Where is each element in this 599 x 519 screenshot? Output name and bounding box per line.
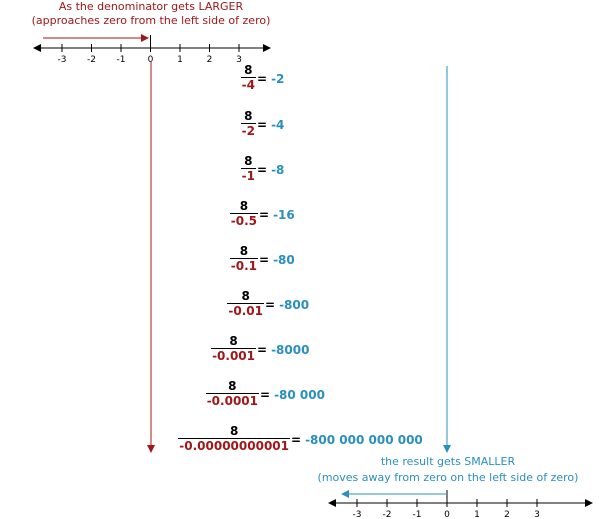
denominator: -0.01 (227, 303, 264, 318)
number-line-left-arrowhead (33, 44, 41, 52)
tick-label: -3 (58, 55, 67, 65)
tick-label: 0 (148, 55, 154, 65)
denominator: -0.5 (229, 213, 258, 228)
denominator: -0.1 (229, 258, 258, 273)
top-caption-line1: As the denominator gets LARGER (58, 0, 244, 13)
numerator: 8 (241, 289, 250, 303)
result: -4 (271, 117, 285, 132)
equation-row: 8 -0.1 = -80 (229, 244, 295, 273)
numerator: 8 (244, 63, 253, 77)
equals-sign: = (257, 162, 268, 177)
tick-label: -2 (383, 510, 392, 519)
tick-label: 3 (236, 55, 242, 65)
number-line-right-arrowhead (585, 499, 593, 507)
bottom-number-line: -3 -2 -1 0 1 2 3 (328, 490, 593, 519)
fraction: 8 -0.1 (229, 244, 258, 273)
denominator: -1 (240, 168, 256, 183)
result: -8000 (271, 342, 310, 357)
equation-row: 8 -1 = -8 (240, 154, 285, 183)
numerator: 8 (244, 109, 253, 123)
result: -16 (273, 207, 295, 222)
equation-row: 8 -2 = -4 (240, 109, 285, 138)
equation-row: 8 -0.01 = -800 (227, 290, 309, 318)
numerator: 8 (239, 199, 249, 213)
top-caption-line2: (approaches zero from the left side of z… (31, 14, 271, 27)
top-number-line: -3 -2 -1 0 1 2 3 (33, 35, 271, 65)
equals-sign: = (291, 432, 302, 447)
equals-sign: = (259, 252, 270, 267)
tick-label: -3 (353, 510, 362, 519)
result: -8 (271, 162, 285, 177)
equation-row: 8 -4 = -2 (240, 63, 285, 92)
fraction: 8 -2 (240, 109, 256, 138)
tick-label: 3 (534, 510, 540, 519)
numerator: 8 (244, 154, 253, 168)
tick-label: -1 (413, 510, 422, 519)
number-line-right-arrowhead (263, 44, 271, 52)
numerator: 8 (229, 334, 238, 348)
equals-sign: = (265, 297, 276, 312)
tick-label: 1 (474, 510, 480, 519)
equation-row: 8 -0.00000000001 = -800 000 000 000 (178, 425, 423, 453)
result: -800 000 000 000 (305, 432, 423, 447)
result: -800 (279, 297, 310, 312)
fraction: 8 -1 (240, 154, 256, 183)
tick-label: -1 (117, 55, 126, 65)
fraction: 8 -4 (240, 63, 256, 92)
bottom-caption-line1: the result gets SMALLER (380, 455, 516, 468)
denominator: -0.001 (211, 348, 256, 363)
tick-label: -2 (87, 55, 96, 65)
number-line-left-arrowhead (328, 499, 336, 507)
bottom-caption-line2: (moves away from zero on the left side o… (317, 471, 579, 484)
numerator: 8 (229, 424, 239, 438)
equals-sign: = (257, 71, 268, 86)
tick-label: 2 (504, 510, 510, 519)
equals-sign: = (257, 342, 268, 357)
result: -80 (273, 252, 295, 267)
equals-sign: = (257, 117, 268, 132)
denominator: -0.00000000001 (178, 438, 290, 453)
fraction: 8 -0.001 (211, 335, 256, 363)
tick-label: 1 (177, 55, 183, 65)
result: -80 000 (274, 387, 325, 402)
denominator: -0.0001 (205, 393, 259, 408)
numerator: 8 (228, 379, 237, 393)
fraction: 8 -0.01 (227, 290, 264, 318)
fraction: 8 -0.5 (229, 199, 258, 228)
tick-label: 2 (207, 55, 213, 65)
numerator: 8 (239, 244, 249, 258)
equation-row: 8 -0.5 = -16 (229, 199, 295, 228)
denominator: -2 (240, 123, 256, 138)
tick-label: 0 (444, 510, 450, 519)
equals-sign: = (260, 387, 271, 402)
equals-sign: = (259, 207, 270, 222)
result: -2 (271, 71, 285, 86)
fraction: 8 -0.00000000001 (178, 425, 290, 453)
fraction: 8 -0.0001 (205, 379, 259, 408)
equation-row: 8 -0.0001 = -80 000 (205, 379, 325, 408)
denominator: -4 (240, 77, 256, 92)
equation-row: 8 -0.001 = -8000 (211, 335, 309, 363)
